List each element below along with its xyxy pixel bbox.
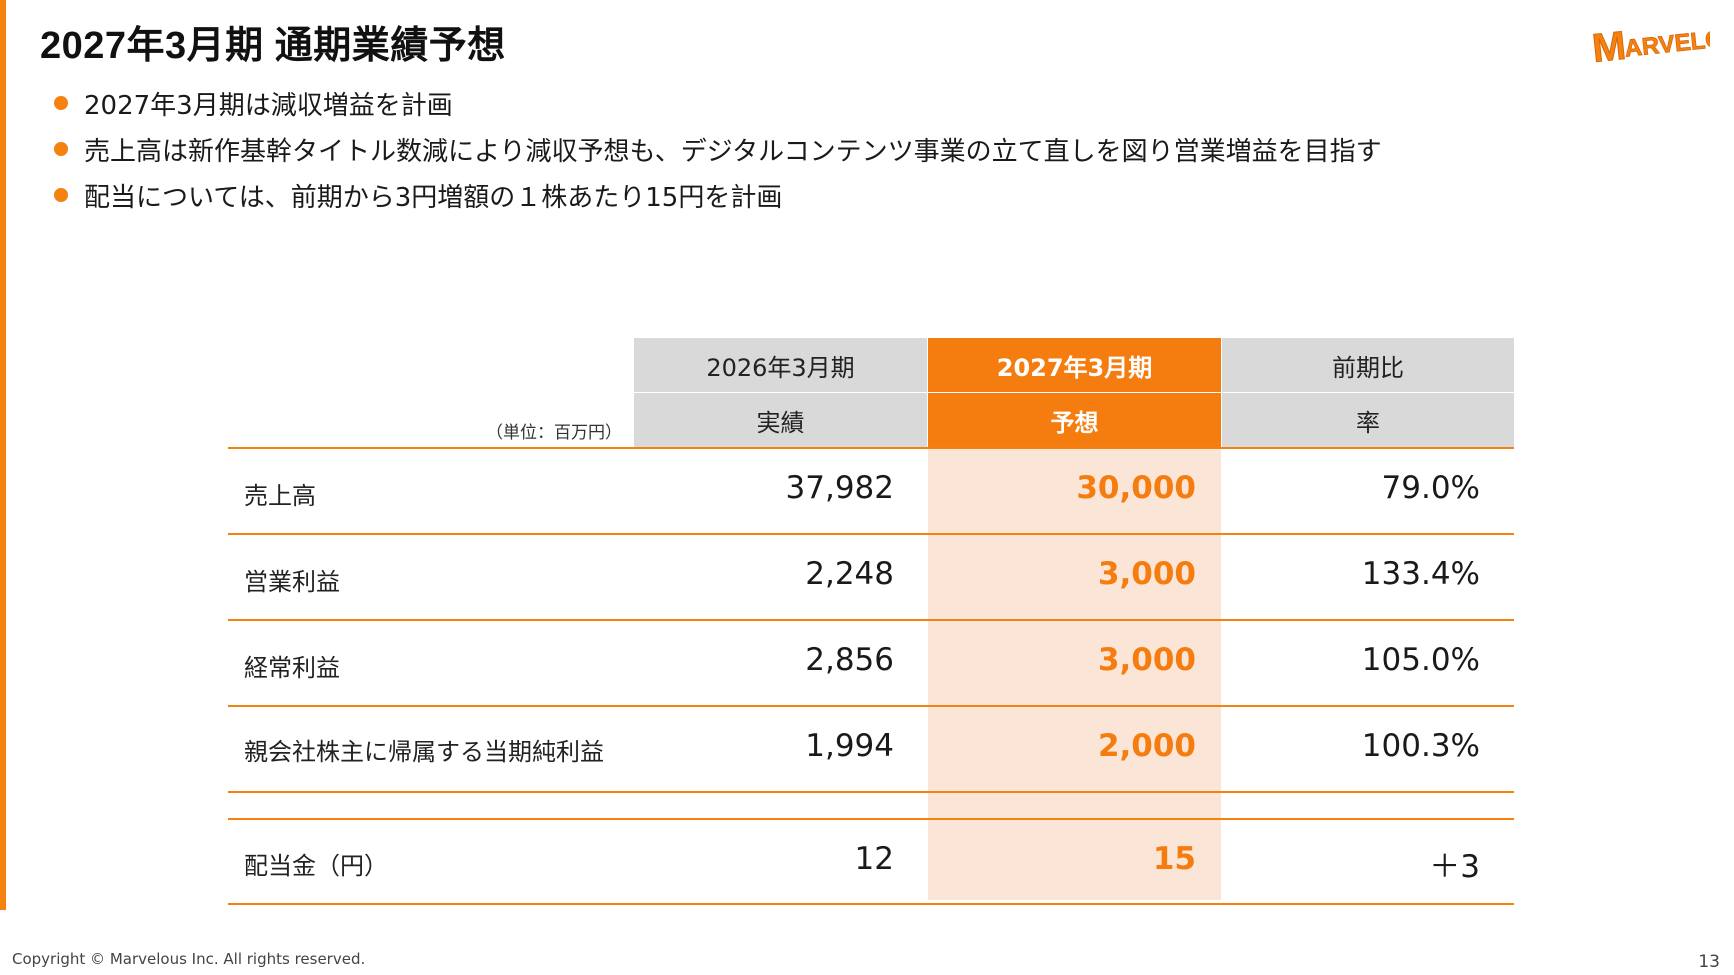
header-forecast-period: 2027年3月期 [928, 338, 1221, 392]
header-ratio: 前期比 [1222, 338, 1514, 392]
bullet-dot-icon [54, 96, 68, 110]
cell-net-income-prev: 1,994 [805, 728, 894, 764]
marvelous-logo: M ARVELOUS! [1590, 21, 1710, 72]
header-forecast-label: 予想 [928, 393, 1221, 447]
cell-net-income-ratio: 100.3% [1361, 728, 1480, 764]
forecast-column-shade [928, 448, 1221, 900]
bullet-item: 配当については、前期から3円増額の１株あたり15円を計画 [54, 172, 1382, 218]
table-rule [228, 619, 1514, 621]
table-rule [228, 705, 1514, 707]
table-rule [228, 791, 1514, 793]
bullet-item: 2027年3月期は減収増益を計画 [54, 80, 1382, 126]
row-label-dividend: 配当金（円） [244, 852, 388, 880]
cell-operating-income-forecast: 3,000 [1097, 556, 1196, 592]
cell-dividend-prev: 12 [854, 841, 894, 877]
summary-bullets: 2027年3月期は減収増益を計画 売上高は新作基幹タイトル数減により減収予想も、… [54, 80, 1382, 218]
bullet-dot-icon [54, 188, 68, 202]
unit-label: （単位：百万円） [486, 423, 622, 443]
svg-text:M: M [1590, 24, 1628, 71]
cell-ordinary-income-prev: 2,856 [805, 642, 894, 678]
cell-dividend-forecast: 15 [1152, 841, 1196, 877]
bullet-dot-icon [54, 142, 68, 156]
header-prev-actual: 実績 [634, 393, 927, 447]
bullet-text: 2027年3月期は減収増益を計画 [84, 90, 453, 121]
table-rule [228, 447, 1514, 449]
table-rule [228, 533, 1514, 535]
table-rule [228, 903, 1514, 905]
svg-text:ARVELOUS!: ARVELOUS! [1623, 21, 1710, 63]
header-prev-period: 2026年3月期 [634, 338, 927, 392]
row-label-operating-income: 営業利益 [244, 568, 340, 596]
page-number: 13 [1698, 952, 1720, 972]
cell-dividend-change: ＋3 [1429, 849, 1480, 885]
bullet-text: 売上高は新作基幹タイトル数減により減収予想も、デジタルコンテンツ事業の立て直しを… [84, 136, 1382, 167]
row-label-net-income: 親会社株主に帰属する当期純利益 [244, 738, 604, 766]
cell-operating-income-ratio: 133.4% [1361, 556, 1480, 592]
row-label-net-sales: 売上高 [244, 482, 316, 510]
header-ratio-label: 率 [1222, 393, 1514, 447]
bullet-item: 売上高は新作基幹タイトル数減により減収予想も、デジタルコンテンツ事業の立て直しを… [54, 126, 1382, 172]
cell-operating-income-prev: 2,248 [805, 556, 894, 592]
page-title: 2027年3月期 通期業績予想 [40, 25, 506, 67]
table-rule [228, 818, 1514, 820]
accent-side-bar [0, 0, 6, 910]
bullet-text: 配当については、前期から3円増額の１株あたり15円を計画 [84, 182, 783, 213]
cell-net-sales-ratio: 79.0% [1381, 470, 1480, 506]
copyright-footer: Copyright © Marvelous Inc. All rights re… [12, 950, 366, 968]
cell-net-income-forecast: 2,000 [1097, 728, 1196, 764]
cell-net-sales-forecast: 30,000 [1076, 470, 1196, 506]
cell-net-sales-prev: 37,982 [785, 470, 894, 506]
row-label-ordinary-income: 経常利益 [244, 654, 340, 682]
cell-ordinary-income-ratio: 105.0% [1361, 642, 1480, 678]
cell-ordinary-income-forecast: 3,000 [1097, 642, 1196, 678]
